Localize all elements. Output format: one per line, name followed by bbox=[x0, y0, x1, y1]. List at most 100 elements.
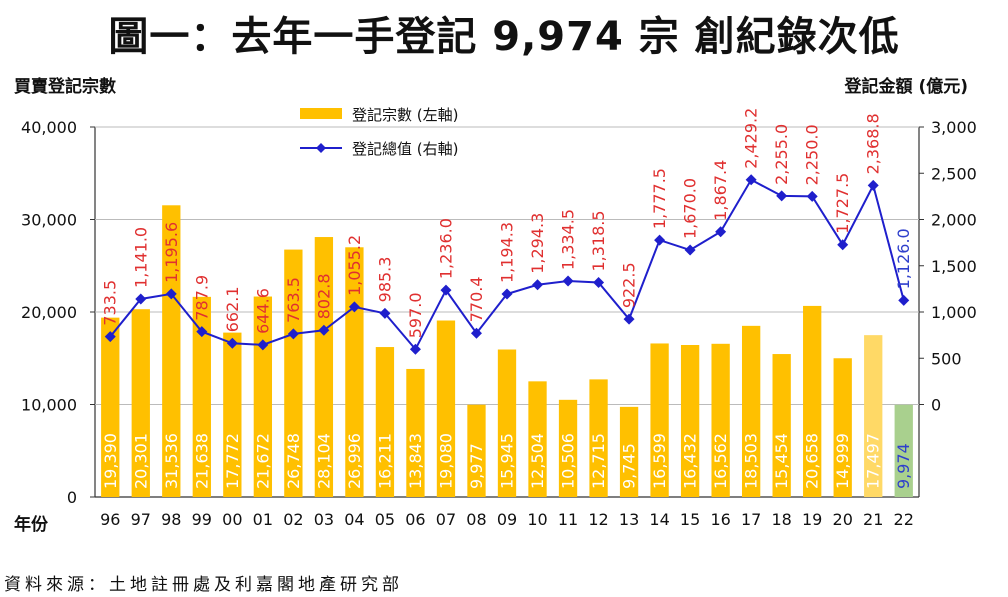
x-tick-label: 99 bbox=[192, 510, 212, 529]
x-tick-label: 15 bbox=[680, 510, 700, 529]
bar-22 bbox=[894, 404, 913, 497]
x-tick-label: 09 bbox=[497, 510, 517, 529]
x-tick-label: 07 bbox=[436, 510, 456, 529]
line-point-14 bbox=[654, 234, 666, 246]
x-tick-label: 22 bbox=[894, 510, 914, 529]
x-tick-label: 19 bbox=[802, 510, 822, 529]
line-point-10 bbox=[532, 279, 544, 291]
right-tick-label: 0 bbox=[931, 396, 941, 415]
line-value-label: 1,318.5 bbox=[589, 210, 608, 271]
left-tick-label: 20,000 bbox=[21, 303, 77, 322]
chart-title: 圖一：去年一手登記 9,974 宗 創紀錄次低 bbox=[108, 14, 900, 60]
bar-06 bbox=[406, 368, 425, 497]
line-value-label: 597.0 bbox=[406, 292, 425, 338]
bar-99 bbox=[192, 296, 211, 497]
line-point-02 bbox=[287, 328, 299, 340]
line-point-03 bbox=[318, 324, 330, 336]
x-axis-title: 年份 bbox=[14, 514, 49, 535]
bar-11 bbox=[558, 399, 578, 497]
right-tick-label: 1,500 bbox=[931, 257, 977, 276]
legend-bar-swatch bbox=[300, 108, 342, 119]
line-point-19 bbox=[806, 190, 818, 202]
x-tick-label: 11 bbox=[558, 510, 578, 529]
line-value-label: 733.5 bbox=[101, 280, 120, 326]
x-tick-label: 01 bbox=[253, 510, 273, 529]
line-point-07 bbox=[440, 284, 452, 296]
line-point-05 bbox=[379, 307, 391, 319]
bar-value-label: 20,658 bbox=[803, 433, 822, 489]
x-tick-label: 14 bbox=[649, 510, 669, 529]
legend-line-marker bbox=[316, 143, 326, 153]
line-point-96 bbox=[104, 331, 116, 343]
bar-96 bbox=[101, 317, 120, 497]
line-value-label: 1,867.4 bbox=[711, 160, 730, 221]
bar-98 bbox=[162, 205, 181, 498]
line-value-label: 985.3 bbox=[375, 257, 394, 303]
bar-value-label: 18,503 bbox=[742, 433, 761, 489]
bar-05 bbox=[375, 347, 395, 497]
bar-value-label: 17,772 bbox=[223, 433, 242, 489]
line-value-label: 2,429.2 bbox=[742, 108, 761, 169]
bar-08 bbox=[467, 404, 486, 497]
bar-15 bbox=[680, 345, 700, 497]
line-value-label: 1,236.0 bbox=[436, 218, 455, 279]
bar-07 bbox=[436, 320, 456, 497]
line-value-label: 770.4 bbox=[467, 276, 486, 322]
bar-value-label: 21,638 bbox=[192, 433, 211, 489]
x-tick-label: 03 bbox=[314, 510, 334, 529]
line-point-99 bbox=[196, 326, 208, 338]
line-value-label: 763.5 bbox=[284, 277, 303, 323]
right-tick-label: 1,000 bbox=[931, 303, 977, 322]
bar-00 bbox=[223, 332, 242, 497]
bar-value-label: 17,497 bbox=[864, 433, 883, 489]
bar-19 bbox=[803, 305, 822, 497]
bar-13 bbox=[619, 406, 639, 497]
x-tick-label: 16 bbox=[710, 510, 730, 529]
line-point-18 bbox=[776, 190, 788, 202]
right-tick-label: 2,000 bbox=[931, 211, 977, 230]
bar-value-label: 19,080 bbox=[436, 433, 455, 489]
left-tick-label: 40,000 bbox=[21, 118, 77, 137]
line-value-label: 1,294.3 bbox=[528, 213, 547, 274]
line-value-label: 802.8 bbox=[314, 273, 333, 319]
line-value-label: 787.9 bbox=[192, 275, 211, 321]
bar-value-label: 15,945 bbox=[498, 433, 517, 489]
x-tick-label: 13 bbox=[619, 510, 639, 529]
bar-value-label: 31,536 bbox=[162, 433, 181, 489]
line-point-97 bbox=[135, 293, 147, 305]
left-tick-label: 30,000 bbox=[21, 211, 77, 230]
bar-value-label: 13,843 bbox=[406, 433, 425, 489]
line-point-20 bbox=[837, 239, 849, 251]
bar-value-label: 10,506 bbox=[559, 433, 578, 489]
bar-value-label: 12,715 bbox=[589, 433, 608, 489]
bar-value-label: 16,599 bbox=[650, 433, 669, 489]
bar-value-label: 16,432 bbox=[681, 433, 700, 489]
bar-value-label: 9,977 bbox=[467, 443, 486, 489]
line-value-label: 2,368.8 bbox=[864, 113, 883, 174]
line-value-label: 1,141.0 bbox=[131, 227, 150, 288]
bar-value-label: 26,748 bbox=[284, 433, 303, 489]
x-tick-label: 96 bbox=[100, 510, 120, 529]
line-value-label: 922.5 bbox=[620, 262, 639, 308]
bar-10 bbox=[528, 381, 547, 497]
left-tick-label: 0 bbox=[67, 488, 77, 507]
bar-value-label: 19,390 bbox=[101, 433, 120, 489]
legend-line-label: 登記總值 (右軸) bbox=[352, 140, 458, 158]
x-tick-label: 10 bbox=[527, 510, 547, 529]
x-tick-label: 02 bbox=[283, 510, 303, 529]
right-axis-title: 登記金額 (億元) bbox=[844, 76, 968, 97]
line-point-06 bbox=[409, 343, 421, 355]
line-point-09 bbox=[501, 288, 513, 300]
right-tick-label: 3,000 bbox=[931, 118, 977, 137]
bar-value-label: 15,454 bbox=[772, 433, 791, 489]
bar-02 bbox=[284, 249, 303, 497]
bar-value-label: 9,974 bbox=[894, 443, 913, 489]
line-value-label: 2,250.0 bbox=[803, 124, 822, 185]
bar-value-label: 16,562 bbox=[711, 433, 730, 489]
bar-20 bbox=[833, 358, 852, 497]
line-point-16 bbox=[715, 226, 727, 238]
line-value-label: 1,195.6 bbox=[162, 222, 181, 283]
bar-value-label: 14,999 bbox=[833, 433, 852, 489]
x-tick-label: 20 bbox=[833, 510, 853, 529]
bar-17 bbox=[741, 325, 761, 497]
